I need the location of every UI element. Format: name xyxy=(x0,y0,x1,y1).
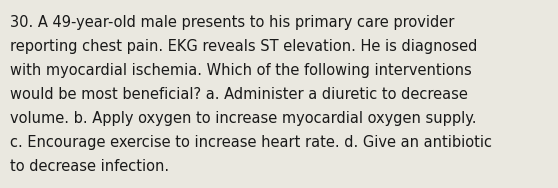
Text: volume. b. Apply oxygen to increase myocardial oxygen supply.: volume. b. Apply oxygen to increase myoc… xyxy=(10,111,477,126)
Text: to decrease infection.: to decrease infection. xyxy=(10,159,169,174)
Text: would be most beneficial? a. Administer a diuretic to decrease: would be most beneficial? a. Administer … xyxy=(10,87,468,102)
Text: reporting chest pain. EKG reveals ST elevation. He is diagnosed: reporting chest pain. EKG reveals ST ele… xyxy=(10,39,478,54)
Text: 30. A 49-year-old male presents to his primary care provider: 30. A 49-year-old male presents to his p… xyxy=(10,15,454,30)
Text: with myocardial ischemia. Which of the following interventions: with myocardial ischemia. Which of the f… xyxy=(10,63,472,78)
Text: c. Encourage exercise to increase heart rate. d. Give an antibiotic: c. Encourage exercise to increase heart … xyxy=(10,135,492,150)
